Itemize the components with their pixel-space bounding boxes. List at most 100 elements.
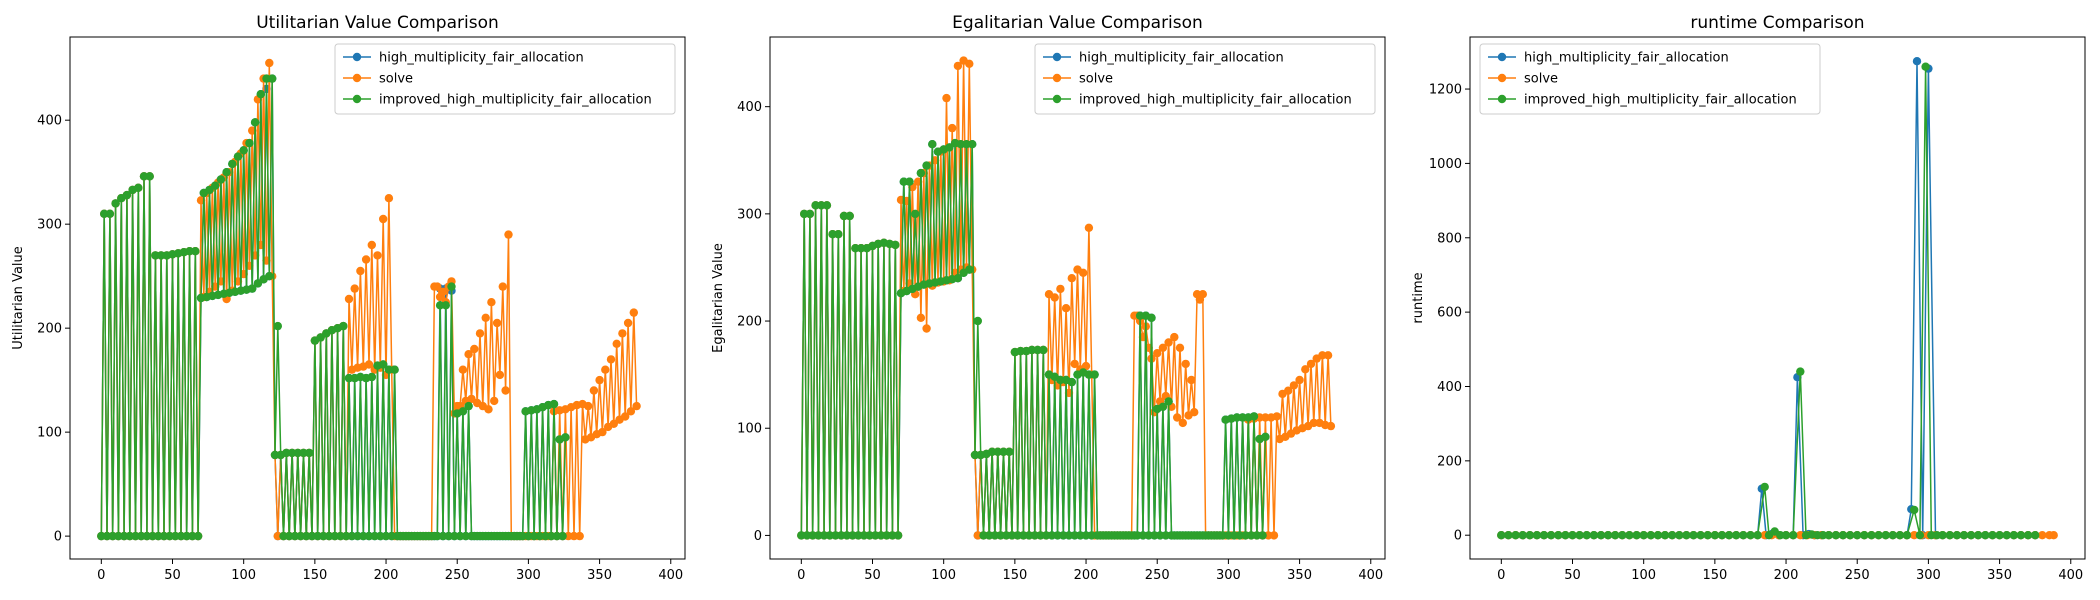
data-point	[1525, 531, 1535, 540]
data-point	[441, 301, 450, 310]
data-point	[1061, 304, 1071, 313]
y-axis-label: runtime	[1411, 272, 1426, 323]
chart-title: Egalitarian Value Comparison	[952, 13, 1203, 33]
chart-2: 0 50 100 150 200 250 300 350 400 0 200 400 600 800 100…	[1411, 13, 2086, 583]
data-point	[1153, 349, 1162, 358]
data-point	[1959, 531, 1969, 540]
data-point	[268, 74, 277, 83]
series-2	[97, 74, 570, 541]
data-point	[1760, 482, 1769, 492]
data-point	[239, 146, 248, 155]
data-point	[1323, 351, 1333, 360]
data-point	[1632, 531, 1641, 540]
x-tick-label: 100	[931, 568, 956, 583]
series-line	[100, 77, 567, 537]
data-point	[575, 531, 584, 541]
series-0	[1497, 57, 2040, 540]
data-point	[589, 386, 599, 395]
data-point	[1753, 531, 1762, 540]
data-point	[945, 143, 954, 152]
data-point	[379, 360, 388, 369]
data-point	[965, 265, 974, 274]
data-point	[1915, 531, 1925, 540]
data-point	[1945, 531, 1955, 540]
data-point	[1895, 531, 1905, 540]
data-point	[367, 240, 376, 250]
data-point	[458, 407, 468, 416]
data-point	[1190, 408, 1199, 417]
chart-title: Utilitarian Value Comparison	[256, 13, 499, 33]
data-point	[953, 274, 963, 283]
legend-label: improved_high_multiplicity_fair_allocati…	[1079, 93, 1352, 108]
data-point	[464, 350, 473, 359]
x-tick-label: 0	[797, 568, 805, 583]
legend-label: improved_high_multiplicity_fair_allocati…	[1524, 93, 1797, 108]
data-point	[1532, 531, 1542, 540]
data-point	[134, 183, 143, 192]
chart-title: runtime Comparison	[1690, 13, 1864, 33]
data-point	[339, 321, 348, 331]
data-point	[484, 405, 493, 414]
data-point	[942, 93, 951, 103]
legend-label: solve	[1524, 72, 1558, 87]
y-tick-label: 400	[737, 100, 762, 115]
legend-marker	[1052, 94, 1062, 104]
data-point	[834, 230, 843, 239]
data-point	[1625, 531, 1634, 540]
series-line	[1501, 65, 2036, 536]
data-point	[973, 316, 982, 326]
x-tick-label: 150	[1702, 568, 1727, 583]
data-point	[893, 531, 903, 540]
data-point	[105, 209, 115, 218]
data-point	[1164, 338, 1173, 347]
data-point	[1084, 223, 1094, 232]
data-point	[1589, 531, 1599, 540]
data-point	[584, 401, 593, 411]
data-point	[1056, 284, 1065, 294]
x-tick-label: 250	[445, 568, 470, 583]
data-point	[601, 365, 610, 374]
data-point	[1187, 375, 1196, 385]
y-tick-label: 200	[1437, 454, 1462, 469]
legend-marker	[1052, 73, 1062, 83]
data-point	[256, 90, 265, 99]
data-point	[1867, 531, 1876, 540]
data-point	[1888, 531, 1898, 540]
x-tick-label: 400	[658, 568, 683, 583]
data-point	[623, 318, 633, 328]
data-point	[1689, 531, 1698, 540]
data-point	[1198, 290, 1208, 299]
chart-0: 0 50 100 150 200 250 300 350 400 0 100 200 300 400 Uti…	[11, 13, 686, 583]
data-point	[1874, 531, 1883, 540]
data-point	[621, 412, 630, 421]
legend-label: high_multiplicity_fair_allocation	[379, 51, 584, 66]
data-point	[1938, 531, 1947, 540]
data-point	[965, 59, 974, 68]
y-tick-label: 0	[1454, 529, 1462, 544]
data-point	[916, 313, 926, 322]
data-point	[1845, 531, 1855, 540]
x-tick-label: 350	[1987, 568, 2012, 583]
data-point	[2031, 531, 2040, 540]
data-point	[1178, 418, 1188, 428]
data-point	[1682, 531, 1691, 540]
data-point	[1596, 531, 1606, 540]
data-point	[1717, 531, 1727, 540]
legend-marker	[1497, 94, 1507, 104]
data-point	[1158, 402, 1168, 411]
data-point	[1912, 57, 1922, 66]
data-point	[122, 190, 132, 200]
data-point	[273, 321, 282, 331]
data-point	[561, 433, 570, 442]
x-tick-label: 300	[1916, 568, 1941, 583]
data-point	[1158, 343, 1168, 352]
data-point	[1081, 361, 1091, 371]
x-tick-label: 50	[1564, 568, 1581, 583]
data-point	[1170, 332, 1179, 342]
plot-frame	[69, 36, 686, 560]
data-point	[265, 58, 274, 68]
data-point	[1881, 531, 1890, 540]
data-point	[1611, 531, 1620, 540]
data-point	[928, 140, 937, 149]
